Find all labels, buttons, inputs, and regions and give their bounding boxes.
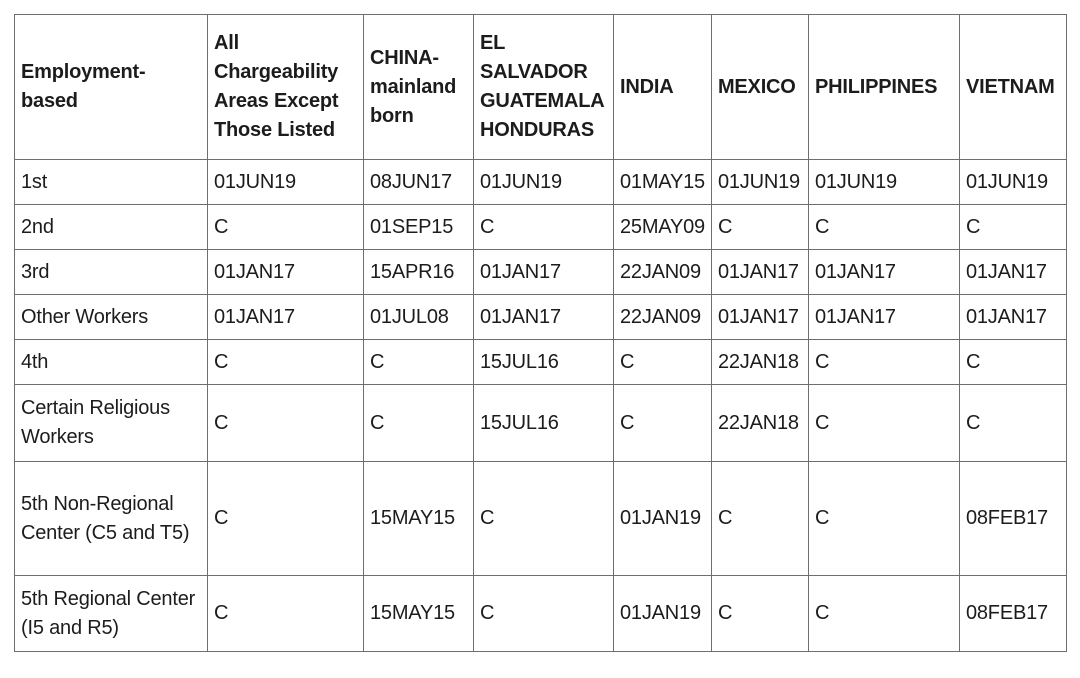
date-cell: C bbox=[807, 339, 960, 385]
date-cell: 08FEB17 bbox=[958, 575, 1067, 652]
visa-bulletin-table: Employment-based All Chargeability Areas… bbox=[14, 14, 1067, 652]
date-cell: 15APR16 bbox=[363, 249, 474, 295]
date-cell: 01JUN19 bbox=[958, 159, 1067, 205]
date-cell: C bbox=[207, 575, 364, 652]
header-row: Employment-based All Chargeability Areas… bbox=[14, 14, 1067, 160]
date-cell: C bbox=[958, 384, 1067, 462]
table-row-1st: 1st 01JUN19 08JUN17 01JUN19 01MAY15 01JU… bbox=[14, 159, 1067, 205]
row-label: 1st bbox=[14, 159, 208, 205]
column-header-vietnam: VIETNAM bbox=[958, 14, 1067, 160]
date-cell: 01JAN17 bbox=[473, 294, 614, 340]
date-cell: C bbox=[958, 339, 1067, 385]
date-cell: 08FEB17 bbox=[958, 461, 1067, 576]
date-cell: 22JAN09 bbox=[613, 249, 712, 295]
date-cell: 01JAN17 bbox=[807, 249, 960, 295]
column-header-philippines: PHILIPPINES bbox=[807, 14, 960, 160]
table-row-5th-regional-center: 5th Regional Center (I5 and R5) C 15MAY1… bbox=[14, 575, 1067, 652]
date-cell: 15JUL16 bbox=[473, 384, 614, 462]
column-header-mexico: MEXICO bbox=[710, 14, 809, 160]
date-cell: C bbox=[207, 384, 364, 462]
table-row-2nd: 2nd C 01SEP15 C 25MAY09 C C C bbox=[14, 204, 1067, 250]
date-cell: 01JAN17 bbox=[710, 249, 809, 295]
row-label: 4th bbox=[14, 339, 208, 385]
date-cell: 01SEP15 bbox=[363, 204, 474, 250]
corner-header-employment-based: Employment-based bbox=[14, 14, 208, 160]
table-row-5th-non-regional-center: 5th Non-Regional Center (C5 and T5) C 15… bbox=[14, 461, 1067, 576]
row-label: 5th Non-Regional Center (C5 and T5) bbox=[14, 461, 208, 576]
date-cell: C bbox=[473, 575, 614, 652]
column-header-china: CHINA-mainland born bbox=[363, 14, 474, 160]
date-cell: C bbox=[807, 461, 960, 576]
date-cell: C bbox=[807, 575, 960, 652]
date-cell: C bbox=[473, 461, 614, 576]
date-cell: 08JUN17 bbox=[363, 159, 474, 205]
table-row-other-workers: Other Workers 01JAN17 01JUL08 01JAN17 22… bbox=[14, 294, 1067, 340]
date-cell: C bbox=[613, 339, 712, 385]
row-label: 5th Regional Center (I5 and R5) bbox=[14, 575, 208, 652]
table-row-3rd: 3rd 01JAN17 15APR16 01JAN17 22JAN09 01JA… bbox=[14, 249, 1067, 295]
row-label: Other Workers bbox=[14, 294, 208, 340]
date-cell: C bbox=[207, 461, 364, 576]
date-cell: 01JUN19 bbox=[473, 159, 614, 205]
date-cell: C bbox=[207, 204, 364, 250]
date-cell: 01JAN19 bbox=[613, 461, 712, 576]
date-cell: 22JAN09 bbox=[613, 294, 712, 340]
column-header-all-areas: All Chargeability Areas Except Those Lis… bbox=[207, 14, 364, 160]
date-cell: 01JAN17 bbox=[207, 249, 364, 295]
date-cell: 01JUN19 bbox=[807, 159, 960, 205]
column-header-el-salvador-guatemala-honduras: EL SALVADOR GUATEMALA HONDURAS bbox=[473, 14, 614, 160]
date-cell: 01JUN19 bbox=[207, 159, 364, 205]
date-cell: 01JUL08 bbox=[363, 294, 474, 340]
date-cell: C bbox=[807, 204, 960, 250]
date-cell: C bbox=[363, 384, 474, 462]
date-cell: 01MAY15 bbox=[613, 159, 712, 205]
date-cell: 01JAN19 bbox=[613, 575, 712, 652]
date-cell: C bbox=[207, 339, 364, 385]
date-cell: 22JAN18 bbox=[710, 339, 809, 385]
date-cell: C bbox=[710, 575, 809, 652]
date-cell: C bbox=[363, 339, 474, 385]
date-cell: 01JAN17 bbox=[807, 294, 960, 340]
date-cell: 01JAN17 bbox=[710, 294, 809, 340]
table-row-4th: 4th C C 15JUL16 C 22JAN18 C C bbox=[14, 339, 1067, 385]
date-cell: 01JAN17 bbox=[958, 249, 1067, 295]
date-cell: 22JAN18 bbox=[710, 384, 809, 462]
date-cell: C bbox=[710, 461, 809, 576]
date-cell: 25MAY09 bbox=[613, 204, 712, 250]
date-cell: C bbox=[473, 204, 614, 250]
table-row-certain-religious-workers: Certain Religious Workers C C 15JUL16 C … bbox=[14, 384, 1067, 462]
date-cell: 15MAY15 bbox=[363, 575, 474, 652]
row-label: 3rd bbox=[14, 249, 208, 295]
row-label: Certain Religious Workers bbox=[14, 384, 208, 462]
date-cell: C bbox=[958, 204, 1067, 250]
date-cell: 01JAN17 bbox=[958, 294, 1067, 340]
date-cell: C bbox=[807, 384, 960, 462]
date-cell: 15MAY15 bbox=[363, 461, 474, 576]
date-cell: 15JUL16 bbox=[473, 339, 614, 385]
row-label: 2nd bbox=[14, 204, 208, 250]
column-header-india: INDIA bbox=[613, 14, 712, 160]
date-cell: 01JAN17 bbox=[473, 249, 614, 295]
date-cell: 01JUN19 bbox=[710, 159, 809, 205]
date-cell: C bbox=[613, 384, 712, 462]
date-cell: C bbox=[710, 204, 809, 250]
date-cell: 01JAN17 bbox=[207, 294, 364, 340]
